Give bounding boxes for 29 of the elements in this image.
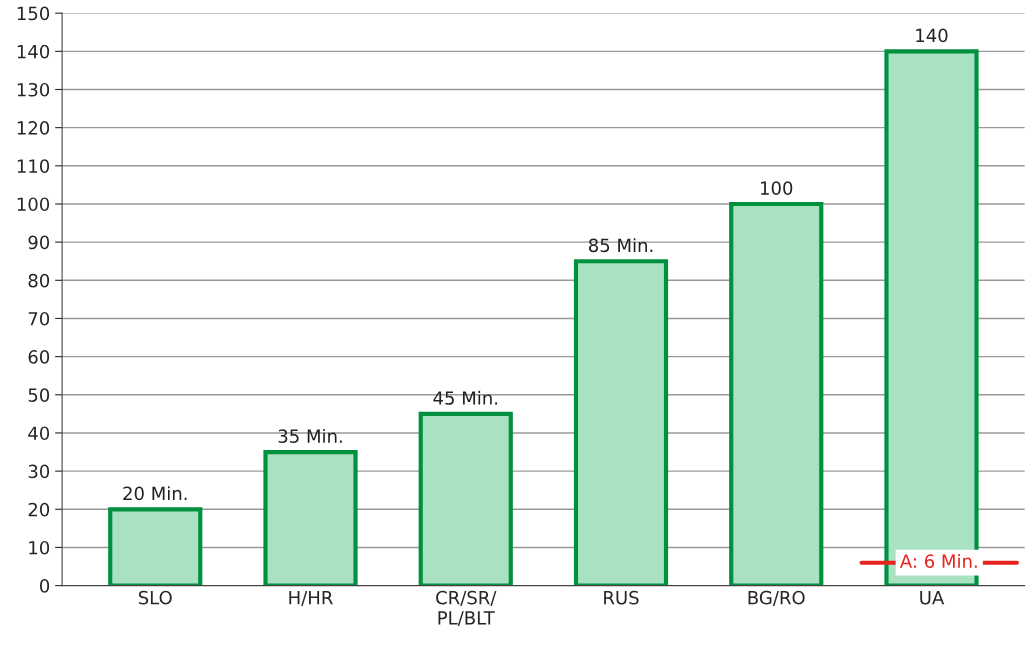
x-tick-label: SLO — [138, 590, 172, 605]
y-tick-label: 110 — [17, 159, 50, 173]
y-tick-label: 0 — [40, 579, 50, 593]
y-tick-label: 130 — [17, 82, 50, 97]
data-label: 85 Min. — [588, 238, 653, 253]
y-tick-label: 40 — [28, 426, 50, 441]
x-tick-label: H/HR — [289, 591, 333, 606]
y-tick-label: 100 — [17, 197, 50, 212]
y-tick-label: 140 — [17, 44, 50, 59]
y-tick-label: 60 — [28, 350, 50, 364]
data-label: 100 — [761, 181, 793, 195]
y-tick-label: 120 — [17, 121, 50, 135]
x-tick-label: UA — [920, 591, 945, 605]
y-tick-label: 10 — [29, 540, 50, 555]
x-tick-label: BG/RO — [748, 590, 805, 606]
y-tick-label: 80 — [28, 273, 50, 288]
ref-line-label: A: 6 Min. — [899, 553, 977, 568]
x-tick-label: CR/SR/ PL/BLT — [436, 590, 497, 627]
y-tick-label: 150 — [17, 6, 50, 21]
y-tick-label: 50 — [28, 388, 50, 402]
data-label: 35 Min. — [278, 429, 342, 443]
y-tick-label: 30 — [28, 464, 50, 479]
data-label: 20 Min. — [123, 486, 187, 501]
y-tick-label: 20 — [28, 502, 50, 517]
data-label: 45 Min. — [433, 390, 498, 405]
y-tick-label: 90 — [28, 235, 50, 250]
data-label: 140 — [916, 28, 948, 43]
y-tick-label: 70 — [28, 311, 50, 326]
x-tick-label: RUS — [604, 590, 639, 605]
